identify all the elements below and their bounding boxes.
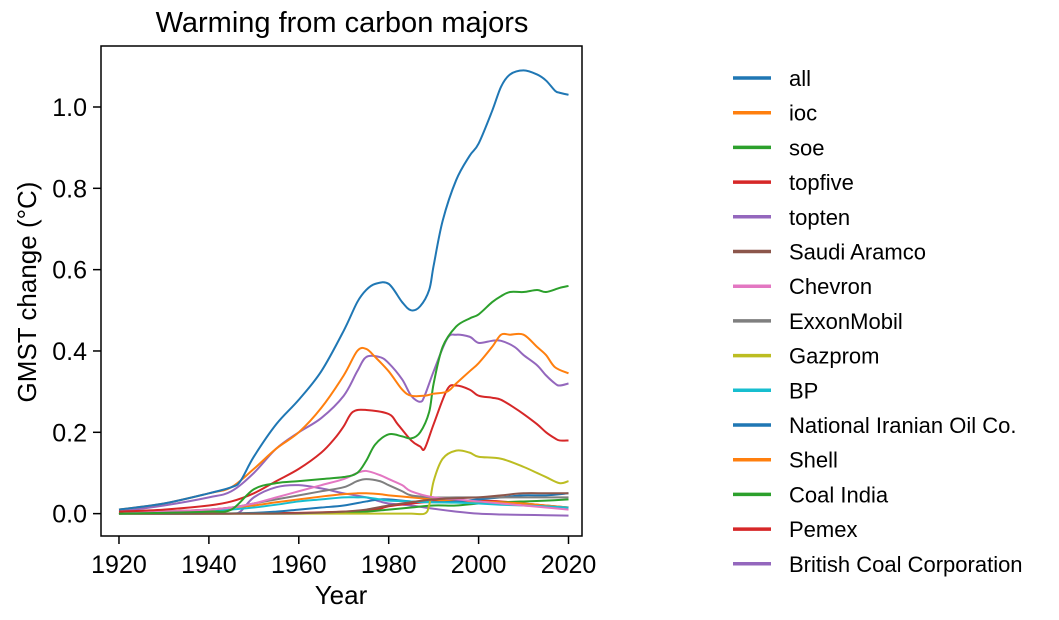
legend-label-12: Coal India (789, 482, 889, 507)
series-line-5 (118, 492, 569, 515)
legend: all ioc soe topfive topten Saudi Aramco Chevro… (733, 66, 1023, 577)
x-tick-label: 1960 (271, 551, 327, 579)
legend-label-7: ExxonMobil (789, 309, 903, 334)
series-line-0 (118, 69, 569, 511)
series-line-1 (118, 332, 569, 511)
legend-label-10: National Iranian Oil Co. (789, 413, 1016, 438)
x-axis-label: Year (315, 580, 368, 610)
y-tick-label: 0.0 (52, 501, 87, 529)
legend-label-2: soe (789, 135, 824, 160)
chart-title: Warming from carbon majors (156, 7, 529, 39)
legend-label-4: topten (789, 205, 850, 230)
y-axis-label: GMST change (°C) (12, 182, 42, 403)
legend-label-8: Gazprom (789, 344, 879, 369)
legend-label-9: BP (789, 378, 818, 403)
series-line-9 (118, 496, 569, 515)
legend-label-14: British Coal Corporation (789, 552, 1023, 577)
legend-label-1: ioc (789, 101, 817, 126)
legend-label-11: Shell (789, 448, 838, 473)
x-axis-ticks: 1920 1940 1960 1980 2000 2020 (91, 536, 596, 579)
y-axis-ticks: 0.0 0.2 0.4 0.6 0.8 1.0 (52, 94, 101, 529)
x-tick-label: 2000 (451, 551, 507, 579)
y-tick-label: 0.6 (52, 257, 87, 285)
y-tick-label: 0.8 (52, 175, 87, 203)
legend-label-0: all (789, 66, 811, 91)
x-tick-label: 1940 (181, 551, 237, 579)
plot-lines (118, 69, 569, 517)
series-line-8 (118, 449, 569, 516)
series-line-2 (118, 284, 569, 515)
legend-label-6: Chevron (789, 274, 872, 299)
y-tick-label: 0.2 (52, 419, 87, 447)
series-line-4 (118, 333, 569, 513)
legend-label-3: topfive (789, 170, 854, 195)
legend-label-5: Saudi Aramco (789, 240, 926, 265)
y-tick-label: 1.0 (52, 94, 87, 122)
x-tick-label: 1980 (361, 551, 417, 579)
y-tick-label: 0.4 (52, 338, 87, 366)
x-tick-label: 1920 (91, 551, 147, 579)
legend-label-13: Pemex (789, 517, 857, 542)
series-line-3 (118, 384, 569, 513)
x-tick-label: 2020 (541, 551, 597, 579)
series-line-6 (118, 469, 569, 515)
plot-frame (100, 45, 583, 537)
